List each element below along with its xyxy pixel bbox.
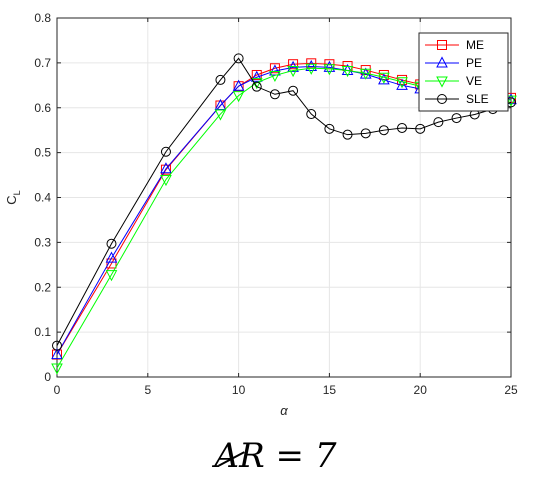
legend-marker-sle: [437, 94, 447, 104]
data-point-pe: [323, 60, 336, 72]
legend-label-pe: PE: [466, 56, 482, 70]
y-tick-label: 0.6: [34, 101, 51, 115]
data-point-ve: [341, 66, 354, 78]
axis-ticks: 0 5 10 15 20 25 0 0.1 0.2 0.3 0.4 0.5 0.6 0.7 0.8: [34, 11, 518, 397]
data-point-sle: [233, 53, 244, 64]
caption-rest: R = 7: [239, 436, 337, 476]
x-tick-label: 15: [323, 383, 337, 397]
y-axis-label: CL: [4, 190, 22, 204]
data-point-pe: [378, 73, 390, 85]
y-tick-label: 0.5: [34, 146, 51, 160]
data-point-sle: [306, 109, 317, 120]
data-point-sle: [324, 123, 335, 134]
data-point-ve: [160, 175, 172, 187]
legend-item-sle: SLE: [425, 92, 489, 106]
data-point-ve: [323, 64, 336, 76]
y-axis-label-subscript: L: [12, 190, 22, 195]
data-point-sle: [288, 85, 299, 96]
legend-marker-me: [437, 40, 447, 50]
caption: AR = 7: [0, 436, 551, 476]
y-tick-label: 0.4: [34, 191, 51, 205]
data-point-ve: [305, 63, 318, 75]
data-point-pe: [341, 63, 354, 76]
data-point-ve: [396, 77, 408, 89]
data-point-ve: [51, 363, 63, 375]
data-point-ve: [232, 91, 245, 103]
data-point-sle: [415, 123, 426, 134]
series-line-ve: [56, 67, 512, 369]
legend-label-me: ME: [466, 38, 484, 52]
data-point-sle: [433, 117, 444, 128]
legend-box: [418, 32, 509, 112]
data-point-ve: [105, 270, 118, 282]
data-point-pe: [396, 78, 408, 90]
data-point-pe: [214, 98, 227, 111]
caption-prefix: A: [214, 436, 240, 476]
data-point-me: [397, 74, 408, 85]
data-point-pe: [51, 347, 63, 360]
data-point-pe: [232, 79, 245, 91]
x-axis-label: α: [280, 403, 288, 418]
data-point-pe: [305, 59, 318, 71]
data-point-sle: [269, 89, 280, 100]
data-point-sle: [451, 113, 462, 124]
chart: 0 5 10 15 20 25 0 0.1 0.2 0.3 0.4 0.5 0.6 0.7 0.8 ME PE…: [4, 11, 518, 418]
y-tick-label: 0.2: [34, 280, 51, 294]
x-tick-label: 20: [414, 383, 428, 397]
data-point-sle: [360, 128, 371, 139]
data-point-ve: [378, 72, 390, 84]
legend: ME PE VE SLE: [418, 32, 509, 112]
data-point-sle: [378, 125, 389, 136]
data-point-ve: [287, 66, 299, 78]
y-tick-label: 0.1: [34, 325, 51, 339]
data-point-sle: [251, 81, 262, 92]
data-point-me: [160, 164, 171, 175]
legend-item-ve: VE: [425, 74, 482, 88]
x-tick-label: 0: [54, 383, 61, 397]
data-point-sle: [160, 146, 171, 157]
data-point-me: [288, 59, 299, 70]
data-point-me: [269, 63, 280, 74]
data-point-ve: [359, 68, 372, 80]
data-point-sle: [342, 129, 353, 140]
x-tick-label: 25: [504, 383, 518, 397]
y-tick-label: 0.3: [34, 235, 51, 249]
data-point-pe: [105, 251, 118, 263]
data-point-ve: [214, 109, 227, 121]
data-point-ve: [269, 70, 281, 83]
data-point-sle: [52, 340, 62, 351]
y-tick-label: 0.7: [34, 56, 51, 70]
legend-label-sle: SLE: [466, 92, 489, 106]
legend-label-ve: VE: [466, 74, 482, 88]
y-tick-label: 0: [44, 370, 51, 384]
legend-item-me: ME: [425, 38, 484, 52]
x-tick-label: 5: [144, 383, 151, 397]
y-axis-label-main: C: [4, 195, 19, 204]
data-point-pe: [250, 70, 263, 82]
y-tick-label: 0.8: [34, 11, 51, 25]
data-point-sle: [397, 122, 408, 133]
legend-item-pe: PE: [425, 56, 482, 70]
data-point-sle: [106, 238, 117, 249]
data-point-pe: [160, 162, 172, 174]
legend-marker-ve: [436, 76, 448, 88]
data-point-sle: [215, 74, 226, 85]
data-point-me: [251, 69, 262, 80]
legend-marker-pe: [436, 56, 448, 68]
x-tick-label: 10: [232, 383, 246, 397]
